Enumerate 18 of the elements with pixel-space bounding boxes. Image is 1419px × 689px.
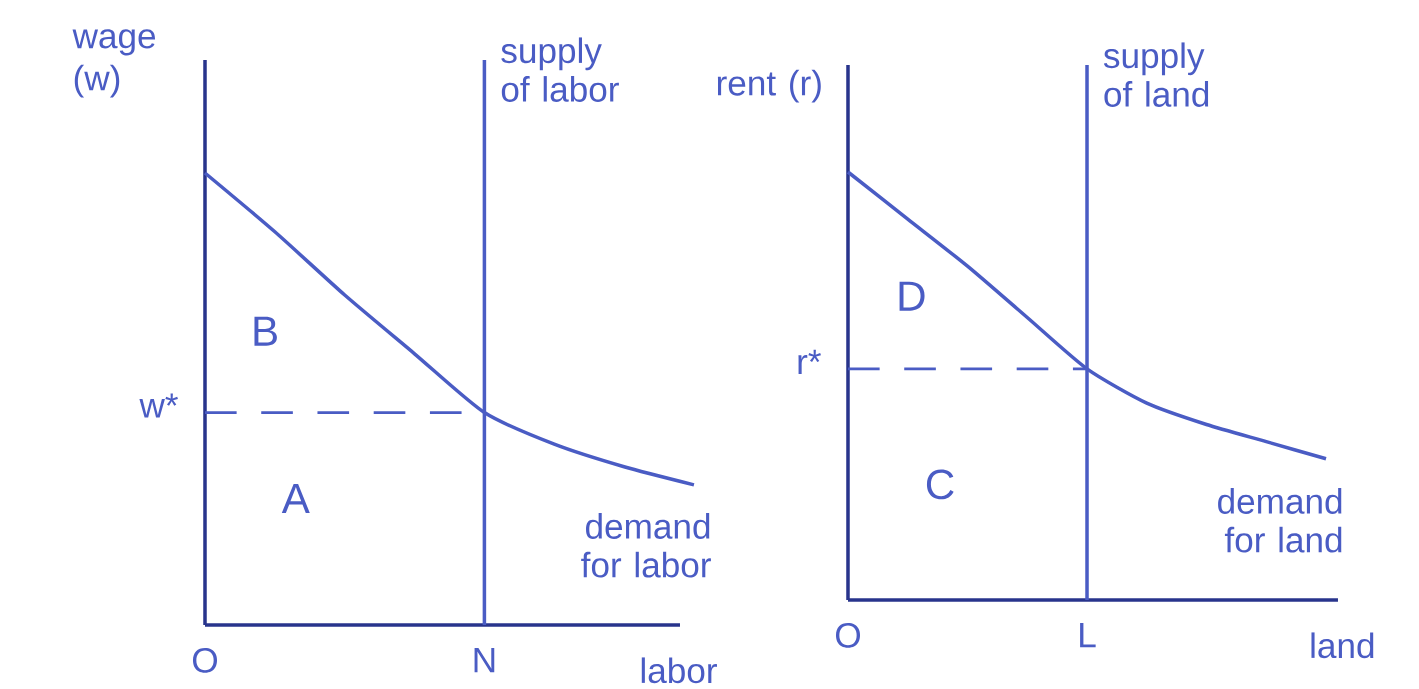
series-label: demand for labor [581, 513, 711, 578]
annotation: C [926, 469, 954, 500]
annotation: B [254, 316, 277, 346]
annotation: D [899, 281, 925, 311]
ref-line-label: r* [798, 349, 821, 374]
ref-line-label: w* [139, 393, 178, 418]
x-axis-title: labor [641, 657, 717, 684]
y-axis-title: wage (w) [72, 29, 156, 98]
x-tick-label: L [1080, 622, 1096, 648]
x-tick-label: O [835, 622, 861, 648]
x-tick-label: O [192, 647, 218, 673]
annotation: A [281, 483, 310, 513]
ref-line-label: supply of land [1103, 42, 1209, 107]
x-axis-title: land [1311, 632, 1374, 659]
ref-line-label: supply of labor [501, 37, 619, 102]
x-tick-label: N [474, 647, 495, 673]
series-label: demand for land [1218, 488, 1342, 553]
y-axis-title: rent (r) [717, 69, 821, 103]
